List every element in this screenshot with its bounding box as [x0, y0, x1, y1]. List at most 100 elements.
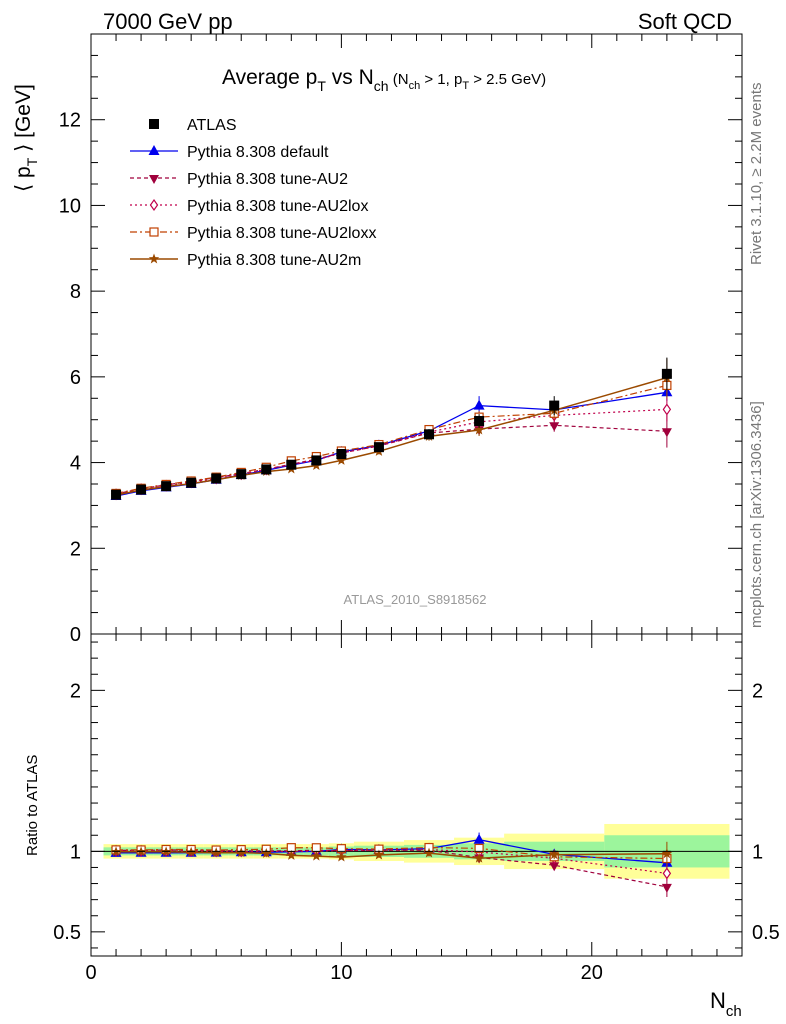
y-tick-label: 6	[70, 367, 81, 389]
data-point-atlas	[286, 459, 297, 470]
ratio-point-au2m	[373, 849, 385, 860]
series-line-au2	[115, 424, 667, 495]
legend-label-au2: Pythia 8.308 tune-AU2	[187, 171, 348, 188]
legend-marker-au2lox	[149, 198, 159, 212]
title-vs-sub: ch	[374, 78, 389, 94]
ratio-point-default	[473, 833, 485, 844]
data-point-au2m	[473, 424, 485, 435]
legend-label-au2loxx: Pythia 8.308 tune-AU2loxx	[187, 225, 376, 242]
data-point-atlas	[424, 429, 435, 440]
ratio-y-tick-label: 2	[70, 680, 81, 702]
data-point-atlas	[373, 442, 384, 453]
title-cut-open: (N	[389, 71, 409, 88]
data-point-atlas	[336, 449, 347, 459]
rivet-version-label: Rivet 3.1.10, ≥ 2.2M events	[748, 83, 765, 266]
ratio-y-tick-label-right: 2	[752, 680, 763, 702]
xlabel-sub: ch	[726, 1003, 742, 1020]
data-point-atlas	[661, 368, 672, 379]
ratio-y-tick-label: 1	[70, 841, 81, 863]
ratio-point-au2m	[236, 847, 247, 858]
title-cut-sub2: T	[462, 80, 469, 92]
ratio-plot-frame	[90, 633, 743, 957]
legend-label-default: Pythia 8.308 default	[187, 144, 329, 161]
series-line-default	[115, 391, 668, 497]
series-line-au2m	[115, 376, 668, 496]
ratio-y-tick-label-right: 0.5	[752, 922, 780, 944]
ratio-y-tick-label-right: 1	[752, 841, 763, 863]
y-tick-label: 0	[70, 624, 81, 646]
analysis-watermark: ATLAS_2010_S8918562	[344, 592, 487, 607]
data-point-atlas	[549, 400, 560, 411]
xlabel-main: N	[710, 988, 726, 1013]
data-point-au2m	[336, 454, 347, 465]
y-tick-label: 10	[59, 195, 81, 217]
ylabel-open: ⟨ p	[12, 166, 35, 192]
data-point-default	[473, 399, 485, 410]
ratio-point-au2m	[548, 849, 560, 860]
data-point-atlas	[136, 484, 147, 495]
header-right: Soft QCD	[638, 9, 732, 34]
title-cut-mid: > 1, p	[420, 71, 462, 88]
y-tick-label: 4	[70, 453, 81, 475]
y-tick-label: 12	[59, 110, 81, 132]
data-point-atlas	[474, 416, 485, 426]
ratio-point-au2m	[286, 849, 297, 860]
ratio-point-au2m	[423, 847, 435, 858]
ratio-point-au2m	[210, 847, 222, 858]
title-cut-sub1: ch	[409, 80, 421, 92]
mcplots-source-label: mcplots.cern.ch [arXiv:1306.3436]	[748, 401, 765, 628]
y-axis-label: ⟨ pT ⟩ [GeV]	[12, 84, 40, 192]
series-group	[110, 357, 673, 501]
data-point-atlas	[311, 455, 322, 466]
x-tick-label: 20	[581, 962, 603, 984]
data-point-au2	[549, 422, 560, 432]
ratio-point-au2m	[473, 852, 485, 863]
ratio-y-tick-label: 0.5	[53, 922, 81, 944]
ratio-point-au2m	[261, 847, 272, 858]
data-point-atlas	[211, 473, 222, 484]
ratio-point-au2	[661, 883, 672, 893]
legend-marker-au2	[149, 175, 159, 184]
legend-marker-au2m	[148, 253, 160, 264]
data-point-atlas	[161, 481, 172, 492]
y-tick-label: 8	[70, 281, 81, 303]
data-point-au2	[661, 428, 672, 438]
ratio-point-au2m	[336, 851, 347, 862]
ratio-point-au2	[549, 862, 560, 872]
ylabel-close: ⟩ [GeV]	[12, 84, 35, 158]
ratio-y-axis-label: Ratio to ATLAS	[24, 755, 41, 856]
x-axis-label: Nch	[710, 988, 742, 1020]
title-vs: vs N	[326, 66, 374, 89]
ratio-point-au2lox	[662, 867, 672, 880]
data-point-atlas	[111, 489, 122, 500]
x-tick-label: 10	[330, 962, 352, 984]
ratio-point-au2loxx	[311, 843, 321, 853]
legend-label-au2m: Pythia 8.308 tune-AU2m	[187, 252, 361, 269]
title-main: Average p	[222, 66, 317, 89]
y-tick-label: 2	[70, 538, 81, 560]
legend-marker-atlas	[149, 119, 159, 129]
data-point-au2lox	[662, 403, 672, 416]
ylabel-sub: T	[24, 157, 40, 166]
plot-title: Average pT vs Nch (Nch > 1, pT > 2.5 GeV…	[222, 66, 546, 94]
ratio-point-au2m	[311, 850, 322, 861]
ratio-series-group	[110, 832, 673, 897]
title-cut-close: > 2.5 GeV)	[469, 71, 546, 88]
legend-marker-default	[148, 145, 160, 155]
data-point-atlas	[261, 464, 272, 475]
ratio-point-au2m	[661, 848, 673, 859]
legend: ATLAS Pythia 8.308 default Pythia 8.308 tu…	[130, 117, 376, 269]
series-line-au2lox	[115, 408, 667, 495]
legend-label-atlas: ATLAS	[187, 117, 237, 134]
x-tick-label: 0	[85, 962, 96, 984]
legend-marker-au2loxx	[149, 227, 159, 237]
ratio-point-au2loxx	[474, 843, 484, 854]
legend-label-au2lox: Pythia 8.308 tune-AU2lox	[187, 198, 368, 215]
data-point-atlas	[236, 469, 247, 480]
data-point-atlas	[186, 477, 197, 488]
title-main-sub: T	[317, 78, 326, 94]
header-left: 7000 GeV pp	[103, 9, 233, 34]
